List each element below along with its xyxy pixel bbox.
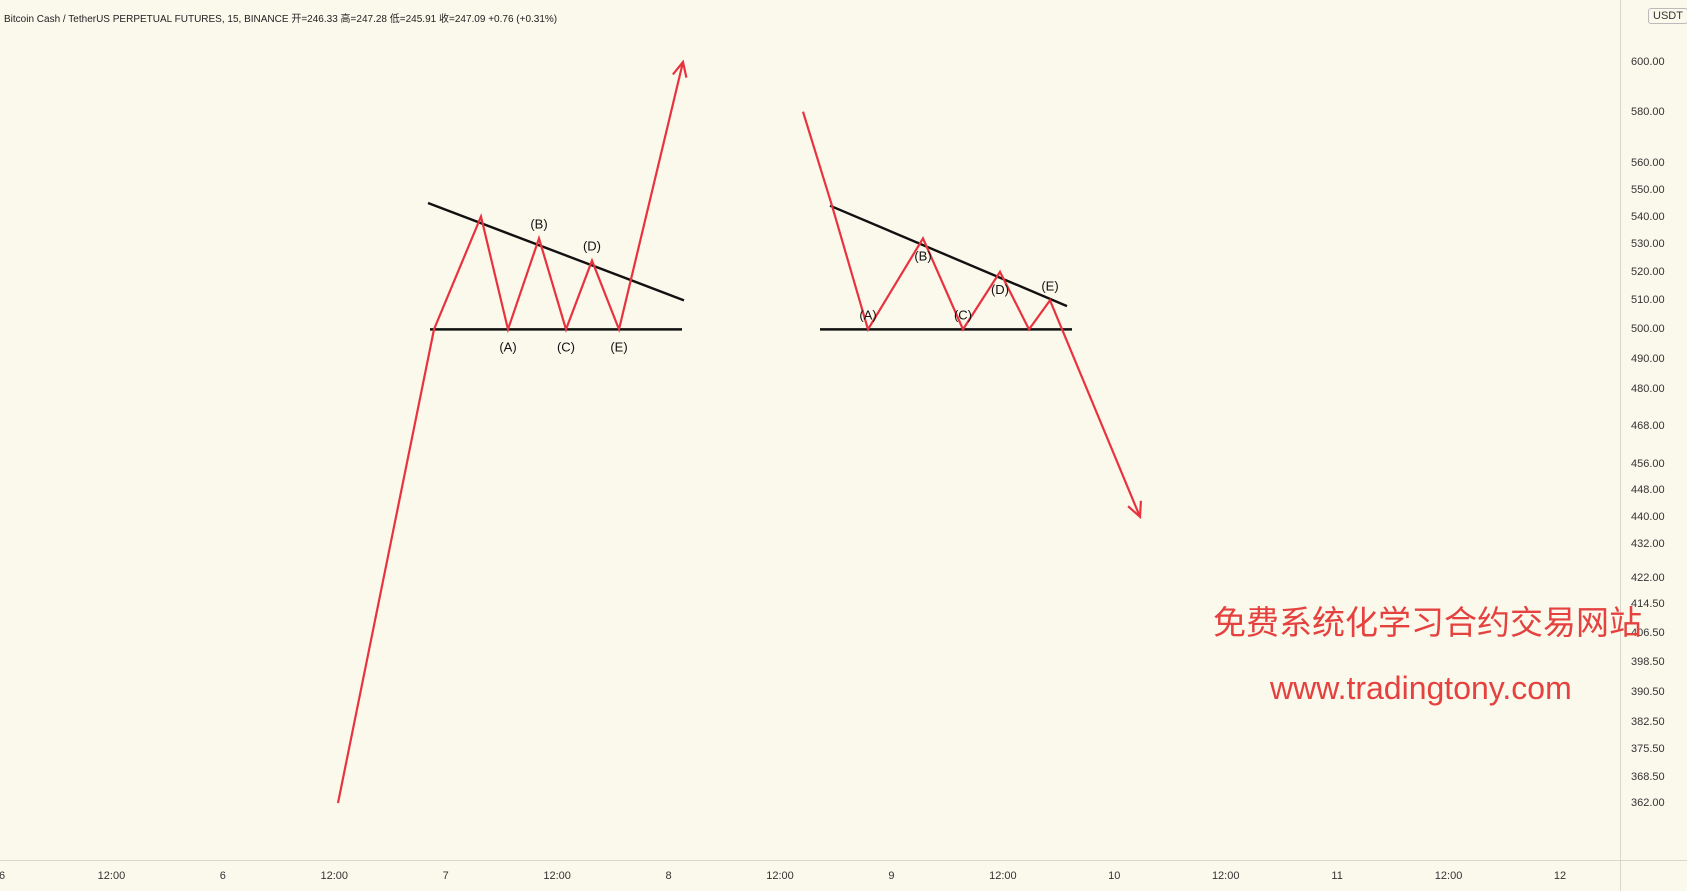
price-tick-label: 414.50 bbox=[1631, 598, 1665, 611]
time-tick-label: 8 bbox=[665, 870, 672, 882]
time-tick-label: 12:00 bbox=[543, 870, 571, 882]
price-tick-label: 530.00 bbox=[1631, 237, 1665, 250]
price-tick-label: 468.00 bbox=[1631, 420, 1665, 433]
time-tick-label: 12:00 bbox=[1434, 870, 1463, 882]
bearish-triangle-label: (A) bbox=[859, 307, 876, 322]
price-tick-label: 382.50 bbox=[1631, 716, 1665, 729]
bearish-triangle-label: (D) bbox=[991, 282, 1009, 297]
price-tick-label: 560.00 bbox=[1631, 157, 1665, 170]
price-tick-label: 510.00 bbox=[1631, 294, 1665, 307]
axis-corner bbox=[1620, 860, 1687, 891]
currency-badge[interactable]: USDT bbox=[1648, 8, 1687, 24]
bearish-triangle-label: (B) bbox=[914, 248, 931, 263]
price-tick-label: 448.00 bbox=[1631, 484, 1665, 497]
time-tick-label: 12:00 bbox=[320, 870, 349, 882]
price-axis[interactable]: 600.00 580.00 560.00 550.00 540.00 530.00 520.… bbox=[1620, 0, 1687, 860]
bearish-triangle-arrowhead bbox=[1127, 500, 1142, 520]
legend-open: 开=246.33 bbox=[291, 14, 338, 25]
time-tick-label: 11 bbox=[1331, 870, 1343, 882]
price-tick-label: 432.00 bbox=[1631, 537, 1665, 550]
price-tick-label: 375.50 bbox=[1631, 743, 1665, 756]
price-tick-label: 550.00 bbox=[1631, 183, 1665, 196]
price-tick-label: 422.00 bbox=[1631, 572, 1665, 585]
bullish-triangle-label: (B) bbox=[530, 216, 547, 231]
time-tick-label: 6 bbox=[219, 870, 226, 882]
time-tick-label: 12:00 bbox=[989, 870, 1017, 882]
price-tick-label: 390.50 bbox=[1631, 685, 1665, 698]
bullish-triangle-label: (E) bbox=[610, 339, 627, 354]
time-tick-label: 9 bbox=[888, 870, 895, 882]
price-tick-label: 490.00 bbox=[1631, 353, 1665, 365]
watermark-chinese: 免费系统化学习合约交易网站 bbox=[1213, 603, 1642, 642]
chart-area[interactable]: (A) (B) (C) (D) (E) (A) (B) (C) (D) (E) bbox=[0, 0, 1620, 860]
symbol-legend: Bitcoin Cash / TetherUS PERPETUAL FUTURE… bbox=[4, 10, 557, 25]
bearish-triangle-label: (C) bbox=[954, 307, 972, 322]
price-tick-label: 456.00 bbox=[1631, 458, 1665, 471]
time-tick-label: 12 bbox=[1553, 870, 1567, 882]
price-tick-label: 440.00 bbox=[1631, 510, 1665, 523]
legend-low: 低=245.91 bbox=[389, 14, 437, 25]
legend-symbol[interactable]: Bitcoin Cash / TetherUS PERPETUAL FUTURE… bbox=[4, 14, 289, 25]
time-tick-label: 12:00 bbox=[766, 870, 794, 882]
price-tick-label: 540.00 bbox=[1631, 210, 1665, 223]
chart-svg: (A) (B) (C) (D) (E) (A) (B) (C) (D) (E) bbox=[336, 59, 1142, 804]
bearish-triangle-resistance-line bbox=[829, 204, 1068, 308]
bullish-triangle-label: (C) bbox=[557, 339, 575, 354]
bearish-triangle-wave-path bbox=[801, 111, 1142, 518]
time-tick-label: 10 bbox=[1108, 870, 1121, 882]
price-tick-label: 406.50 bbox=[1631, 626, 1665, 639]
time-tick-label: 12:00 bbox=[1211, 870, 1240, 882]
price-tick-label: 600.00 bbox=[1631, 56, 1665, 68]
bullish-triangle-label: (A) bbox=[499, 339, 516, 354]
legend-change: +0.76 (+0.31%) bbox=[488, 14, 558, 25]
price-tick-label: 500.00 bbox=[1631, 323, 1665, 336]
time-tick-label: 7 bbox=[442, 870, 449, 882]
price-tick-label: 362.00 bbox=[1631, 797, 1665, 809]
legend-close: 收=247.09 bbox=[438, 14, 486, 25]
price-tick-label: 580.00 bbox=[1631, 105, 1665, 118]
time-tick-label: 6 bbox=[0, 870, 6, 882]
bullish-triangle-wave-path bbox=[336, 61, 685, 804]
price-tick-label: 520.00 bbox=[1631, 265, 1665, 278]
time-axis[interactable]: 6 12:00 6 12:00 7 12:00 8 12:00 9 12:00 10 12:00 11 1… bbox=[0, 860, 1620, 891]
time-tick-label: 12:00 bbox=[97, 870, 126, 882]
bullish-triangle-arrowhead bbox=[672, 59, 688, 78]
bullish-triangle-label: (D) bbox=[583, 239, 601, 254]
watermark-url[interactable]: www.tradingtony.com bbox=[1270, 670, 1572, 706]
price-tick-label: 368.50 bbox=[1631, 770, 1665, 783]
legend-high: 高=247.28 bbox=[340, 14, 387, 25]
price-tick-label: 398.50 bbox=[1631, 656, 1665, 669]
bullish-triangle-resistance-line bbox=[427, 201, 685, 302]
bearish-triangle-label: (E) bbox=[1041, 278, 1058, 293]
price-tick-label: 480.00 bbox=[1631, 383, 1665, 396]
